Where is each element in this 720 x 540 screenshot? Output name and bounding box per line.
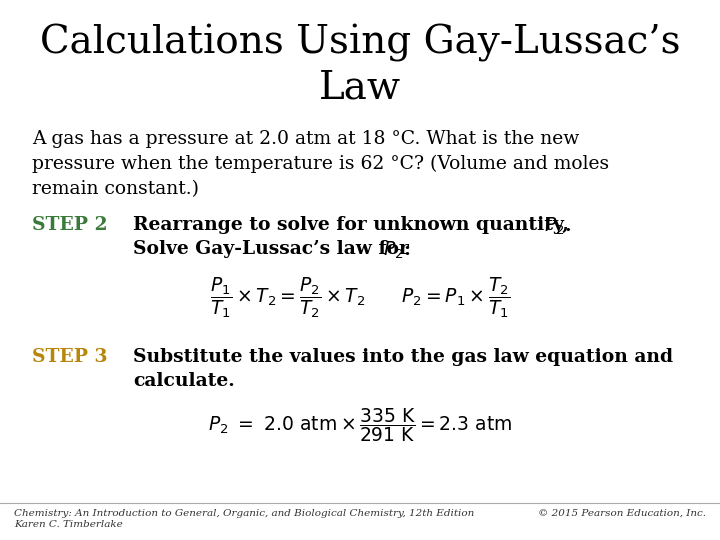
Text: A gas has a pressure at 2.0 atm at 18 °C. What is the new
pressure when the temp: A gas has a pressure at 2.0 atm at 18 °C… <box>32 130 610 198</box>
Text: STEP 3: STEP 3 <box>32 348 108 366</box>
Text: calculate.: calculate. <box>133 372 235 390</box>
Text: Substitute the values into the gas law equation and: Substitute the values into the gas law e… <box>133 348 673 366</box>
Text: STEP 2: STEP 2 <box>32 216 108 234</box>
Text: Chemistry: An Introduction to General, Organic, and Biological Chemistry, 12th E: Chemistry: An Introduction to General, O… <box>14 509 474 530</box>
Text: Solve Gay-Lussac’s law for: Solve Gay-Lussac’s law for <box>133 240 415 258</box>
Text: © 2015 Pearson Education, Inc.: © 2015 Pearson Education, Inc. <box>538 509 706 518</box>
Text: $P_2 \ = \ 2.0 \ \mathrm{atm} \times \dfrac{335 \ \mathrm{K}}{291 \ \mathrm{K}} : $P_2 \ = \ 2.0 \ \mathrm{atm} \times \df… <box>208 406 512 444</box>
Text: $\dfrac{P_1}{T_1} \times T_2 = \dfrac{P_2}{T_2} \times T_2 \qquad P_2 = P_1 \tim: $\dfrac{P_1}{T_1} \times T_2 = \dfrac{P_… <box>210 275 510 320</box>
Text: $P_2$.: $P_2$. <box>544 216 572 237</box>
Text: $P_2$:: $P_2$: <box>383 240 410 261</box>
Text: Rearrange to solve for unknown quantity,: Rearrange to solve for unknown quantity, <box>133 216 575 234</box>
Text: Calculations Using Gay-Lussac’s
Law: Calculations Using Gay-Lussac’s Law <box>40 24 680 106</box>
